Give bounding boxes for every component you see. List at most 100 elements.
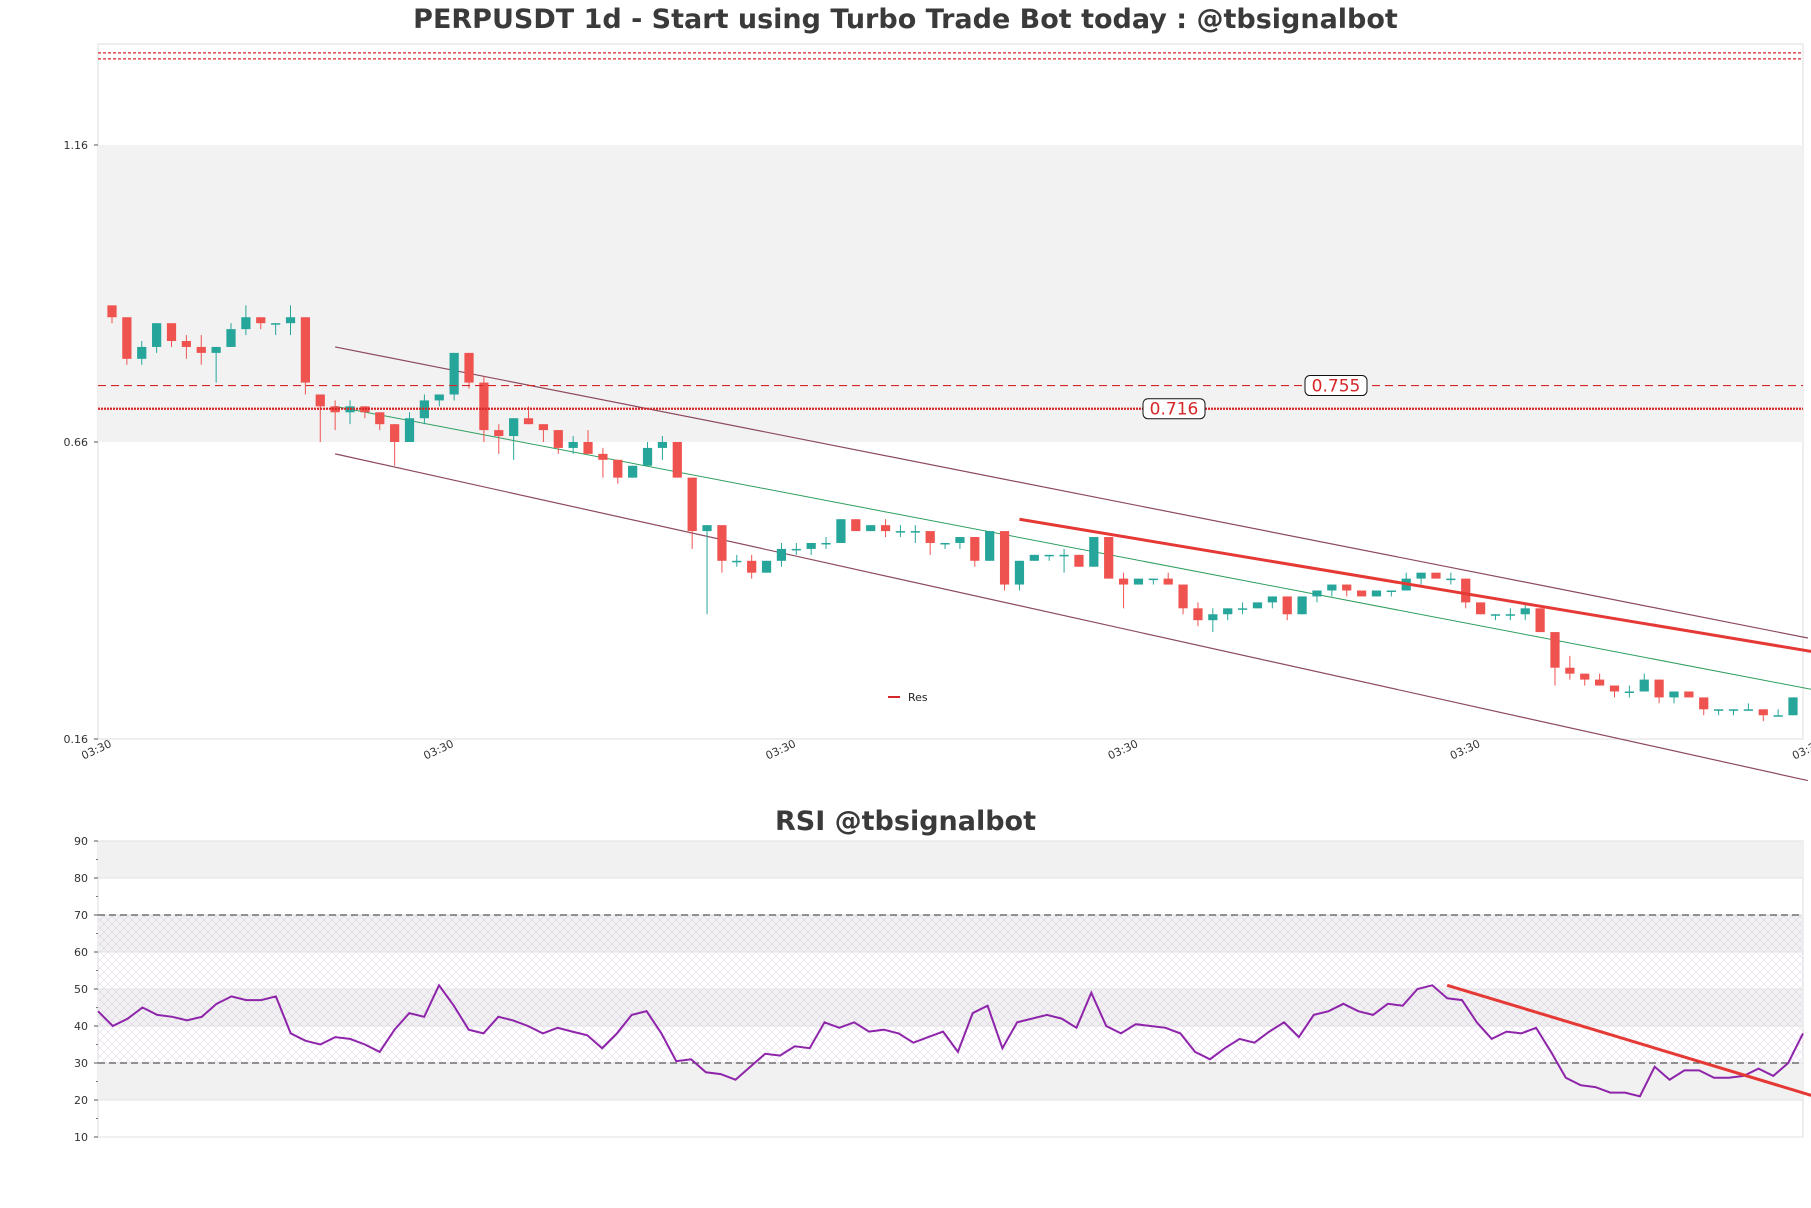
candle-body	[702, 525, 712, 532]
candle-body	[791, 548, 801, 551]
candle-body	[1535, 608, 1545, 633]
price-band	[98, 144, 1803, 442]
rsi-band	[98, 1063, 1803, 1100]
candle-body	[1446, 578, 1456, 581]
candle-body	[851, 519, 861, 532]
candle-body	[732, 560, 742, 563]
x-tick-label: 03:30	[1106, 737, 1140, 762]
candle-body	[1594, 679, 1605, 686]
candle-body	[1356, 590, 1367, 597]
candle-body	[925, 531, 935, 543]
candle-body	[821, 542, 831, 545]
candle-body	[642, 447, 653, 466]
candle-body	[999, 531, 1010, 585]
candle-body	[196, 346, 206, 353]
candle-body	[419, 400, 430, 419]
y-tick-label: 0.16	[64, 733, 89, 746]
candle-body	[1342, 584, 1352, 591]
candle-body	[241, 317, 251, 330]
candle-body	[1312, 590, 1322, 597]
candle-body	[509, 418, 519, 437]
candle-body	[747, 560, 757, 573]
candle-body	[1758, 709, 1768, 716]
x-tick-label: 03:30	[422, 737, 456, 762]
candle-body	[1431, 572, 1441, 579]
candle-body	[657, 441, 668, 448]
candle-body	[1743, 709, 1753, 711]
candle-body	[1133, 578, 1144, 585]
candle-body	[1475, 602, 1486, 615]
candle-body	[553, 430, 563, 448]
candle-body	[672, 441, 682, 478]
candle-body	[880, 525, 891, 532]
candle-body	[1684, 691, 1694, 698]
channel-middle-line	[335, 405, 1811, 690]
candle-body	[1550, 632, 1560, 668]
candle-body	[494, 430, 504, 437]
candle-body	[1044, 554, 1054, 557]
candle-body	[404, 418, 415, 442]
rsi-y-tick-label: 80	[74, 872, 88, 885]
legend-label: Res	[908, 691, 928, 704]
channel-lower-line	[335, 453, 1809, 782]
candle-body	[1208, 614, 1218, 621]
candle-body	[776, 548, 787, 561]
candle-body	[955, 537, 965, 543]
candle-body	[717, 525, 727, 561]
candle-body	[1237, 608, 1248, 610]
candle-body	[1014, 560, 1025, 585]
candle-body	[152, 323, 162, 347]
x-tick-label: 03:30	[764, 737, 798, 762]
candle-body	[806, 542, 816, 549]
candle-body	[122, 317, 132, 359]
candle-body	[1580, 673, 1590, 680]
candle-body	[464, 352, 474, 383]
candle-body	[137, 346, 147, 359]
candle-body	[1104, 537, 1114, 579]
y-tick-label: 1.16	[64, 139, 89, 152]
candle-body	[449, 352, 459, 395]
candle-body	[315, 394, 325, 407]
candle-body	[538, 424, 549, 431]
candle-body	[1163, 578, 1173, 585]
y-tick-label: 0.66	[64, 436, 89, 449]
candle-body	[1490, 614, 1501, 616]
candle-body	[613, 459, 623, 478]
candle-body	[1118, 578, 1129, 585]
candle-body	[1193, 608, 1203, 621]
candle-body	[211, 346, 221, 353]
candle-body	[1223, 608, 1233, 615]
candle-body	[568, 441, 578, 448]
candle-body	[1714, 709, 1724, 711]
candle-body	[166, 323, 177, 342]
candle-body	[1699, 697, 1709, 710]
candle-body	[107, 305, 117, 318]
channel-upper-line	[335, 346, 1808, 639]
rsi-chart: 90 80 70 60 50 40 30 20 10	[74, 835, 1811, 1144]
candle-body	[1461, 578, 1471, 603]
rsi-y-tick-label: 70	[74, 909, 88, 922]
candle-body	[375, 412, 385, 425]
rsi-y-tick-label: 10	[74, 1131, 88, 1144]
candle-body	[1773, 715, 1783, 717]
candle-body	[1148, 578, 1158, 581]
candle-body	[1788, 697, 1798, 716]
rsi-trend-line	[1446, 983, 1811, 1097]
candle-body	[523, 418, 534, 425]
level-label-box	[1142, 398, 1206, 420]
candle-body	[1416, 572, 1426, 579]
candle-body	[598, 453, 608, 460]
candle-body	[1505, 614, 1515, 616]
candle-body	[256, 317, 266, 324]
candle-body	[1252, 602, 1263, 609]
resistance-trend-line	[1019, 517, 1811, 653]
rsi-series-line	[97, 983, 1804, 1098]
level-label: 0.755	[1312, 377, 1361, 397]
candle-body	[271, 323, 281, 325]
candle-body	[181, 341, 191, 347]
x-tick-label: 03:30	[1790, 737, 1811, 762]
candle-body	[434, 394, 444, 401]
candle-body	[1654, 679, 1664, 698]
candle-body	[1267, 596, 1277, 603]
